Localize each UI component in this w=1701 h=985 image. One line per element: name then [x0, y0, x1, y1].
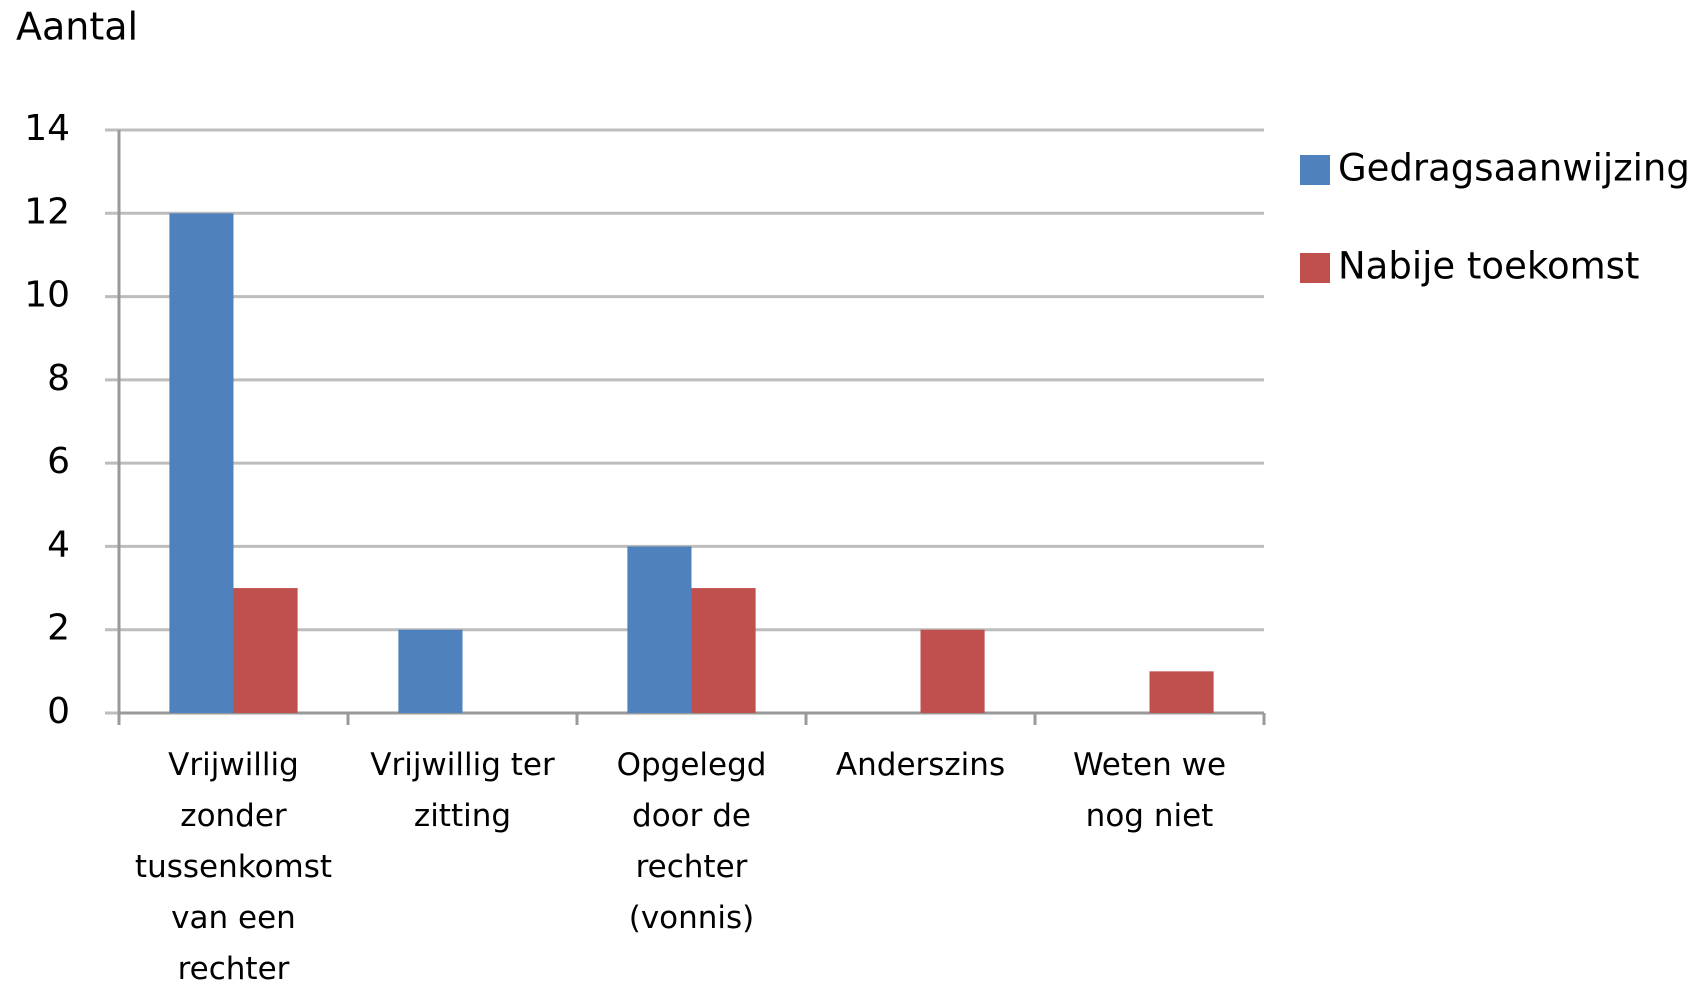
y-tick-label: 14: [24, 108, 70, 149]
x-tick-label: Weten we nog niet: [1072, 747, 1227, 834]
legend-label: Nabije toekomst: [1338, 245, 1639, 288]
legend-swatch: [1300, 253, 1330, 283]
y-tick-label: 8: [47, 358, 70, 399]
y-tick-label: 4: [47, 524, 70, 565]
y-tick-label: 2: [47, 608, 70, 649]
bar: [169, 213, 234, 714]
x-tick-label: Vrijwillig zonder tussenkomst van een re…: [134, 747, 333, 985]
y-tick-label: 0: [47, 691, 70, 732]
bar: [627, 546, 692, 713]
x-tick-label: Opgelegd door de rechter (vonnis): [616, 747, 767, 936]
y-tick-label: 6: [47, 441, 70, 482]
x-tick-label: Anderszins: [835, 747, 1006, 783]
legend-swatch: [1300, 155, 1330, 185]
bar: [691, 588, 756, 713]
x-tick-label: Vrijwillig ter zitting: [370, 747, 555, 834]
y-tick-label: 10: [24, 275, 70, 316]
bar: [1149, 671, 1214, 713]
bar: [233, 588, 298, 713]
y-axis-label: Aantal: [16, 5, 138, 49]
legend-label: Gedragsaanwijzing: [1338, 147, 1690, 190]
bar: [920, 629, 985, 713]
y-tick-label: 12: [24, 191, 70, 232]
bar: [398, 629, 463, 713]
